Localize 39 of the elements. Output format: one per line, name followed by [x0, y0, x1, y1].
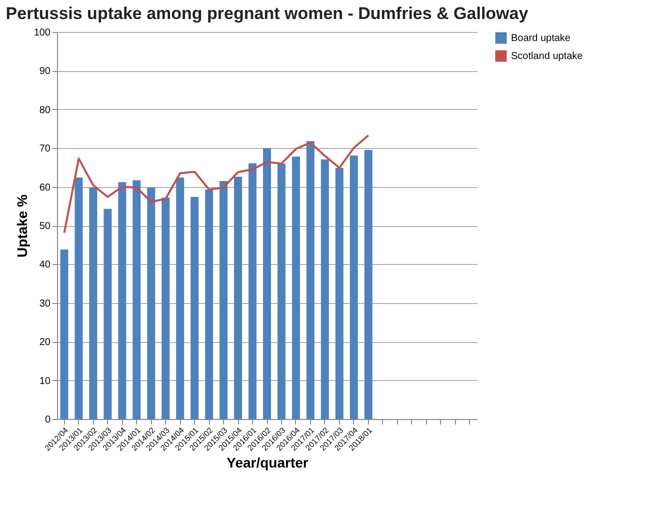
y-tick-label: 10 [39, 376, 51, 387]
bar [263, 148, 271, 419]
bar [335, 168, 344, 419]
y-tick-label: 20 [39, 337, 51, 348]
legend-label: Board uptake [511, 33, 571, 44]
y-tick-label: 40 [39, 260, 51, 271]
bar [364, 150, 372, 419]
bar [234, 176, 242, 419]
y-tick-label: 90 [39, 66, 51, 78]
line-series [63, 134, 370, 234]
bar [248, 163, 257, 419]
bar [132, 180, 141, 419]
bar [277, 164, 286, 419]
bar [306, 141, 314, 419]
y-tick-label: 50 [39, 221, 51, 232]
bar [104, 208, 112, 419]
y-tick-label: 70 [39, 144, 51, 155]
bar [292, 156, 300, 419]
chart-title: Pertussis uptake among pregnant women - Dumfries & Galloway [6, 4, 529, 23]
bar [118, 182, 126, 419]
bar [60, 249, 68, 419]
bar [89, 188, 98, 419]
y-tick-label: 100 [34, 28, 51, 38]
bar [220, 180, 228, 419]
bar [320, 159, 329, 419]
y-tick-label: 80 [39, 104, 51, 116]
bar [176, 178, 184, 419]
bar [74, 178, 83, 419]
y-tick-label: 0 [44, 414, 51, 426]
y-axis-title: Uptake % [14, 194, 30, 258]
bar [350, 155, 358, 419]
y-tick-label: 60 [39, 182, 51, 194]
bar [205, 190, 214, 419]
bar [162, 198, 170, 419]
x-axis-title: Year/quarter [226, 454, 309, 471]
bar [147, 188, 156, 419]
bar [190, 196, 199, 419]
y-tick-label: 30 [39, 298, 51, 310]
legend-label: Scotland uptake [511, 51, 584, 62]
